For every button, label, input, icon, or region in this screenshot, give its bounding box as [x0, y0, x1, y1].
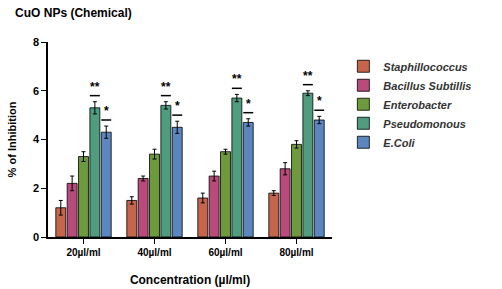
- svg-text:Pseudomonous: Pseudomonous: [383, 118, 466, 130]
- svg-text:**: **: [303, 69, 313, 83]
- svg-text:% of Inhibition: % of Inhibition: [6, 101, 18, 177]
- svg-text:Concentration (µl/ml): Concentration (µl/ml): [130, 273, 250, 287]
- svg-text:Enterobacter: Enterobacter: [383, 99, 452, 111]
- svg-text:4: 4: [33, 133, 40, 145]
- svg-text:*: *: [175, 99, 180, 113]
- svg-text:0: 0: [33, 231, 39, 243]
- svg-text:80µl/ml: 80µl/ml: [279, 247, 313, 258]
- svg-text:8: 8: [33, 36, 39, 48]
- svg-text:*: *: [104, 104, 109, 118]
- svg-text:2: 2: [33, 182, 39, 194]
- svg-text:CuO NPs (Chemical): CuO NPs (Chemical): [15, 6, 132, 20]
- svg-text:60µl/ml: 60µl/ml: [208, 247, 242, 258]
- svg-text:Bacillus Subtillis: Bacillus Subtillis: [383, 80, 471, 92]
- svg-text:**: **: [90, 80, 100, 94]
- svg-text:E.Coli: E.Coli: [383, 137, 415, 149]
- svg-text:40µl/ml: 40µl/ml: [137, 247, 171, 258]
- svg-text:**: **: [232, 72, 242, 86]
- svg-text:Staphillococcus: Staphillococcus: [383, 61, 467, 73]
- svg-text:*: *: [246, 97, 251, 111]
- svg-text:20µl/ml: 20µl/ml: [66, 247, 100, 258]
- svg-text:**: **: [161, 80, 171, 94]
- svg-text:6: 6: [33, 85, 39, 97]
- svg-text:*: *: [317, 94, 322, 108]
